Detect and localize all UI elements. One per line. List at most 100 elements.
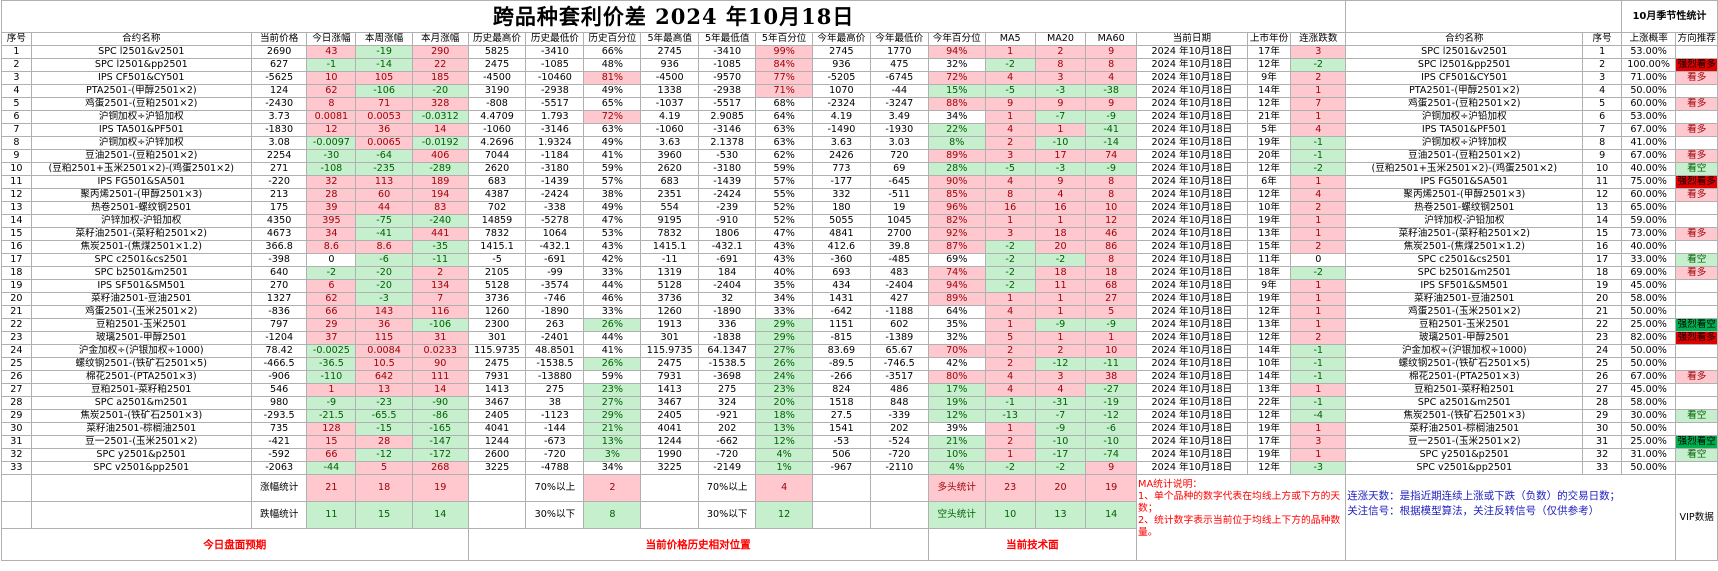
cell: 1: [1290, 227, 1347, 241]
cell: 773: [811, 162, 871, 176]
cell: 116: [411, 305, 469, 319]
cell: 27.5: [811, 409, 871, 423]
cell: -75: [355, 214, 413, 228]
column-header: 序号: [1582, 32, 1622, 46]
ma-note-line: 1、单个品种的数字代表在均线上方或下方的天数；: [1138, 491, 1341, 514]
blank-cell: [467, 474, 527, 502]
table-row: 2 SPC l2501&pp2501 627 -1 -14 22 2475 -1085 48% 9…: [1, 58, 1718, 72]
cell: 602: [869, 318, 929, 332]
cell: 14: [411, 383, 469, 397]
cell: 31: [1, 435, 32, 449]
legend-note-line: 关注信号：根据模型算法，关注反转信号（仅供参考）: [1347, 505, 1600, 517]
cell: 1: [1290, 318, 1347, 332]
cell: 27%: [755, 344, 813, 358]
cell: 3.63: [640, 136, 699, 150]
cell: 324: [697, 396, 757, 410]
cell: -20: [355, 266, 413, 280]
cell: 12年: [1246, 162, 1292, 176]
cell: IPS CF501&CY501: [30, 71, 252, 85]
cell: 沪锌加权-沪铅加权: [1345, 214, 1584, 228]
cell: 32: [1582, 448, 1622, 462]
cell: 49%: [583, 136, 642, 150]
cell: 24: [1582, 344, 1622, 358]
cell: 4841: [811, 227, 871, 241]
cell: 10.5: [355, 357, 413, 371]
cell: IPS CF501&CY501: [1345, 71, 1584, 85]
cell: 64%: [927, 305, 986, 319]
cell: 1: [984, 292, 1036, 306]
cell: 4387: [467, 188, 527, 202]
cell: -11: [411, 253, 469, 267]
fiveyear-below-label: 30%以下: [697, 501, 757, 529]
cell: 4: [984, 123, 1036, 137]
cell: 菜籽油2501-棕榈油2501: [1345, 422, 1584, 436]
cell: 26%: [755, 357, 813, 371]
cell: 2300: [467, 318, 527, 332]
cell: -3410: [697, 45, 757, 59]
cell: -74: [1085, 448, 1138, 462]
cell: 19%: [927, 396, 986, 410]
cell: -2430: [250, 97, 308, 111]
cell: 5: [1582, 97, 1622, 111]
rise-stat-label: 涨幅统计: [250, 474, 308, 502]
cell: 7931: [640, 370, 699, 384]
cell: 268: [411, 461, 469, 475]
cell: 58.00%: [1620, 292, 1677, 306]
cell: 2024 年10月18日: [1136, 344, 1248, 358]
column-header: 5年最高值: [640, 32, 699, 46]
cell: 44: [355, 201, 413, 215]
cell: 2405: [467, 409, 527, 423]
cell: 60.00%: [1620, 97, 1677, 111]
cell: 2024 年10月18日: [1136, 253, 1248, 267]
cell: 23: [1, 331, 32, 345]
cell: IPS TA501&PF501: [30, 123, 252, 137]
bear-ma60: 14: [1085, 501, 1138, 529]
cell: -662: [697, 435, 757, 449]
cell: 18: [1, 266, 32, 280]
cell: 66: [306, 305, 357, 319]
cell: 1431: [811, 292, 871, 306]
cell: 36: [355, 123, 413, 137]
cell: 50.00%: [1620, 344, 1677, 358]
cell: 33%: [583, 266, 642, 280]
cell: 9: [1034, 175, 1087, 189]
cell: SPC v2501&pp2501: [30, 461, 252, 475]
cell: 1244: [640, 435, 699, 449]
cell: 焦炭2501-(铁矿石2501×3): [30, 409, 252, 423]
cell: -5: [467, 253, 527, 267]
cell: 2620: [640, 162, 699, 176]
fall-stat-label: 跌幅统计: [250, 501, 308, 529]
cell: 32%: [927, 331, 986, 345]
cell: 83: [411, 201, 469, 215]
cell: 4: [1034, 383, 1087, 397]
cell: 3736: [467, 292, 527, 306]
cell: 14年: [1246, 370, 1292, 384]
legend-note: 连涨天数：是指近期连续上涨或下跌（负数）的交易日数； 关注信号：根据模型算法，关注…: [1345, 474, 1677, 561]
cell: -266: [811, 370, 871, 384]
cell: 17年: [1246, 45, 1292, 59]
cell: 69: [869, 162, 929, 176]
table-row: 29 焦炭2501-(铁矿石2501×3) -293.5 -21.5 -65.5 -86 2…: [1, 409, 1718, 423]
cell: 69%: [927, 253, 986, 267]
cell: -9: [1085, 110, 1138, 124]
cell: 豆一2501-(玉米2501×2): [1345, 435, 1584, 449]
cell: 24: [1, 344, 32, 358]
cell: 3.73: [250, 110, 308, 124]
cell: 96%: [927, 201, 986, 215]
cell: 20年: [1246, 149, 1292, 163]
table-row: 27 豆粕2501-菜籽粕2501 546 1 13 14 1413 275 23% 1413 27…: [1, 383, 1718, 397]
cell: 聚丙烯2501-(甲醇2501×3): [1345, 188, 1584, 202]
cell: IPS FG501&SA501: [30, 175, 252, 189]
cell: 14: [1582, 214, 1622, 228]
cell: 48.8501: [525, 344, 585, 358]
cell: 1: [984, 110, 1036, 124]
bear-stat-label: 空头统计: [927, 501, 986, 529]
cell: 8: [306, 97, 357, 111]
bull-ma5: 23: [984, 474, 1036, 502]
cell: -3574: [525, 279, 585, 293]
cell: 68: [1085, 279, 1138, 293]
column-header: 当前价格: [250, 32, 308, 46]
cell: 26: [1582, 370, 1622, 384]
table-row: 12 聚丙烯2501-(甲醇2501×3) 213 28 60 194 4387 -2424 3…: [1, 188, 1718, 202]
cell: 78.42: [250, 344, 308, 358]
